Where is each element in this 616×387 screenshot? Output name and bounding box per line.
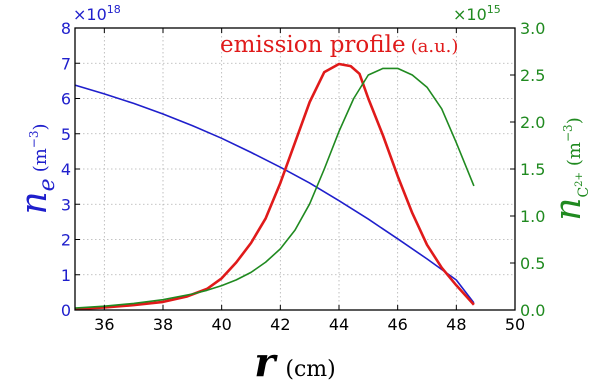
nc-unit-exp: −3 (561, 124, 575, 142)
ne-unit-exp: −3 (27, 131, 41, 149)
ne-symbol: n (14, 191, 55, 214)
x-tick-label: 40 (211, 315, 231, 334)
right-multiplier-exp: 15 (487, 3, 501, 16)
nc-subscript-sup: 2+ (574, 172, 585, 187)
nc-unit: (m (564, 142, 585, 166)
series-lines (74, 62, 475, 311)
right-multiplier: ×1015 (453, 3, 501, 24)
nc-symbol: n (548, 198, 589, 221)
right-tick-label: 0.0 (520, 301, 545, 320)
r-unit: (cm) (285, 357, 335, 382)
emission-profile-annotation: emission profile (a.u.) (220, 32, 458, 58)
x-tick-label: 42 (270, 315, 290, 334)
right-tick-label: 0.5 (520, 254, 545, 273)
left-multiplier-exp: 18 (107, 3, 121, 16)
x-axis-label: r (cm) (254, 339, 335, 386)
left-tick-label: 1 (61, 266, 71, 285)
left-tick-label: 4 (61, 160, 71, 179)
x-tick-label: 44 (329, 315, 349, 334)
annotation-suffix: (a.u.) (411, 36, 459, 57)
left-multiplier-base: ×10 (73, 5, 107, 24)
left-tick-label: 8 (61, 19, 71, 38)
x-tick-label: 36 (94, 315, 114, 334)
ne-unit-close: ) (30, 123, 51, 130)
y-axis-left-label: ne (m−3) (14, 123, 60, 214)
x-tick-label: 50 (505, 315, 525, 334)
right-tick-label: 1.0 (520, 207, 545, 226)
emission-series-line (74, 62, 475, 311)
left-tick-label: 7 (61, 54, 71, 73)
left-tick-label: 6 (61, 90, 71, 109)
grid-lines (75, 28, 515, 310)
right-tick-label: 2.0 (520, 113, 545, 132)
annotation-main: emission profile (220, 32, 406, 58)
ne-unit: (m (30, 148, 51, 172)
left-tick-label: 2 (61, 231, 71, 250)
tick-labels: 36 38 40 42 44 46 48 50 0 1 2 3 4 5 6 7 8 0.0 0.5 1.0 1.5 2.0… (61, 19, 546, 334)
nc-unit-close: ) (564, 117, 585, 124)
nc-series-line (74, 67, 475, 309)
right-multiplier-base: ×10 (453, 5, 487, 24)
tick-marks (75, 27, 516, 311)
nc-subscript: C (576, 187, 592, 198)
left-multiplier: ×1018 (73, 3, 121, 24)
left-tick-label: 3 (61, 195, 71, 214)
x-tick-label: 48 (446, 315, 466, 334)
x-tick-label: 46 (387, 315, 407, 334)
right-tick-label: 1.5 (520, 160, 545, 179)
x-tick-label: 38 (153, 315, 173, 334)
left-tick-label: 0 (61, 301, 71, 320)
right-tick-label: 3.0 (520, 19, 545, 38)
right-tick-label: 2.5 (520, 66, 545, 85)
ne-series-line (74, 84, 475, 304)
ne-subscript: e (35, 178, 60, 191)
left-tick-label: 5 (61, 125, 71, 144)
r-symbol: r (254, 339, 278, 386)
y-axis-right-label: nC2+ (m−3) (548, 117, 592, 220)
